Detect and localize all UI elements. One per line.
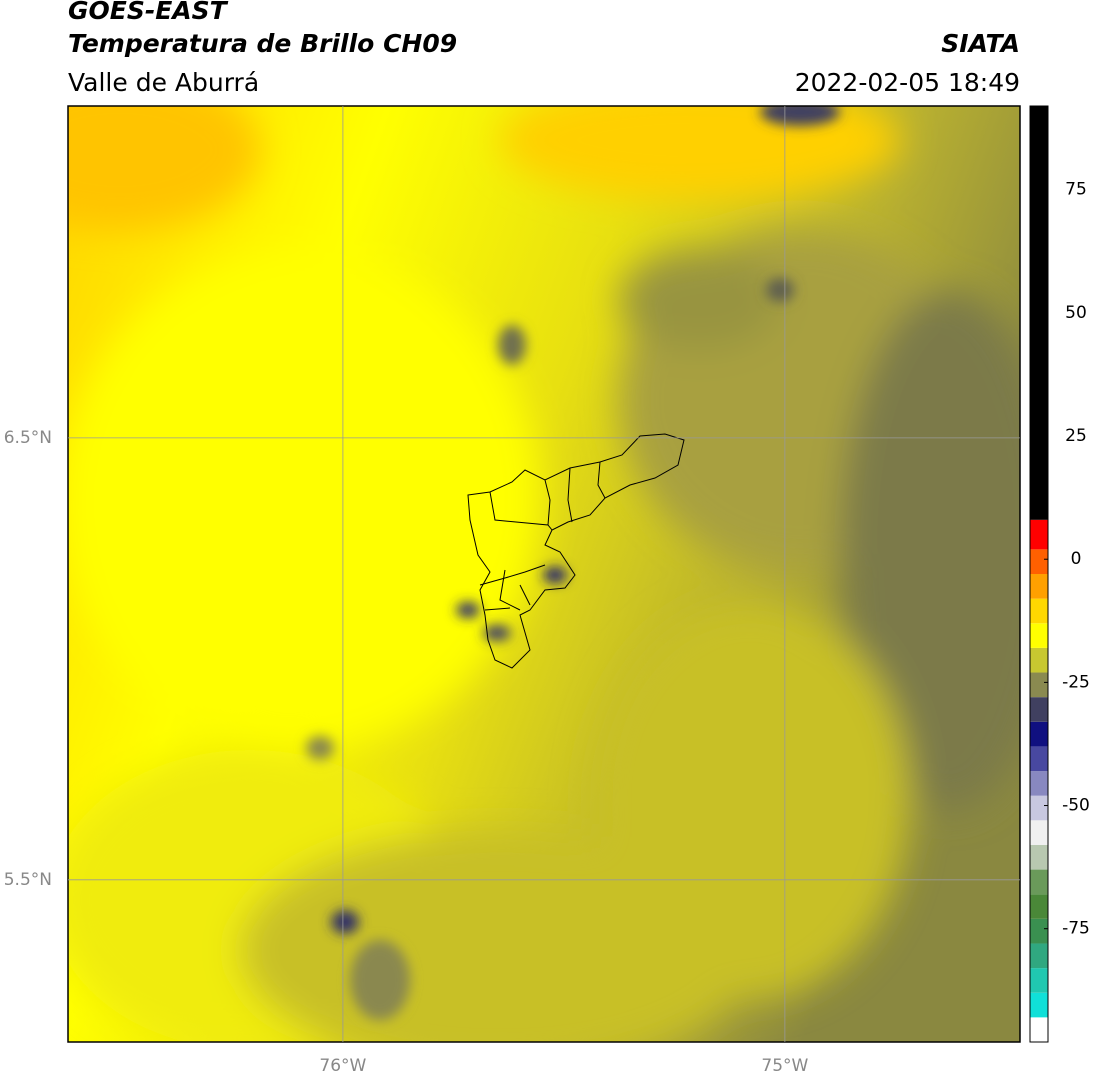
colorbar-tick-label: 25 [1065,426,1087,446]
colorbar-segment [1030,549,1048,574]
map-frame [67,105,1021,1043]
colorbar-segment [1030,647,1048,673]
colorbar-segment [1030,943,1048,969]
brightness-field [68,106,1020,1042]
colorbar-segment [1030,574,1048,599]
colorbar-segment [1030,869,1048,895]
x-tick-label: 76°W [319,1056,366,1076]
source: SIATA [941,29,1020,58]
colorbar-segment [1030,721,1048,747]
subtitle: Temperatura de Brillo CH09 [68,29,457,58]
colorbar-segment [1030,820,1048,845]
colorbar-segment [1030,106,1048,520]
colorbar-segment [1030,918,1048,944]
colorbar-segment [1030,844,1048,870]
x-tick-label: 75°W [761,1056,808,1076]
colorbar-segment [1030,771,1048,796]
colorbar-segment [1030,598,1048,624]
y-tick-label: 5.5°N [4,870,52,890]
colorbar-segment [1030,746,1048,772]
colorbar-segment [1030,519,1048,550]
colorbar-segment [1030,968,1048,993]
colorbar-segment [1030,672,1048,698]
colorbar-tick-label: -75 [1062,919,1090,939]
colorbar-tick-label: 75 [1065,180,1087,200]
colorbar-segment [1030,894,1048,919]
colorbar-tick-label: 50 [1065,303,1087,323]
title: GOES-EAST [68,0,229,25]
colorbar-tick-label: 0 [1071,549,1082,569]
colorbar-segment [1030,697,1048,722]
colorbar-segment [1030,623,1048,648]
colorbar-segment [1030,992,1048,1018]
colorbar-segment [1030,1017,1048,1042]
colorbar-segment [1030,795,1048,821]
colorbar-tick-label: -50 [1062,796,1090,816]
municipality-borders [467,433,685,669]
region: Valle de Aburrá [68,68,259,97]
colorbar-frame [1029,105,1049,1043]
y-tick-label: 6.5°N [4,428,52,448]
datetime: 2022-02-05 18:49 [795,68,1020,97]
colorbar-tick-label: -25 [1062,672,1090,692]
